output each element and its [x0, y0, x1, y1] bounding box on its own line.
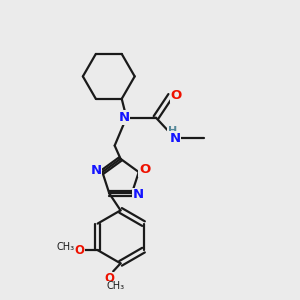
Text: N: N	[133, 188, 144, 201]
Text: O: O	[139, 163, 150, 176]
Text: CH₃: CH₃	[106, 281, 124, 291]
Text: H: H	[168, 126, 177, 136]
Text: O: O	[170, 89, 182, 102]
Text: N: N	[118, 111, 130, 124]
Text: CH₃: CH₃	[56, 242, 74, 252]
Text: O: O	[105, 272, 115, 285]
Text: N: N	[169, 132, 181, 145]
Text: N: N	[90, 164, 101, 177]
Text: O: O	[74, 244, 84, 256]
